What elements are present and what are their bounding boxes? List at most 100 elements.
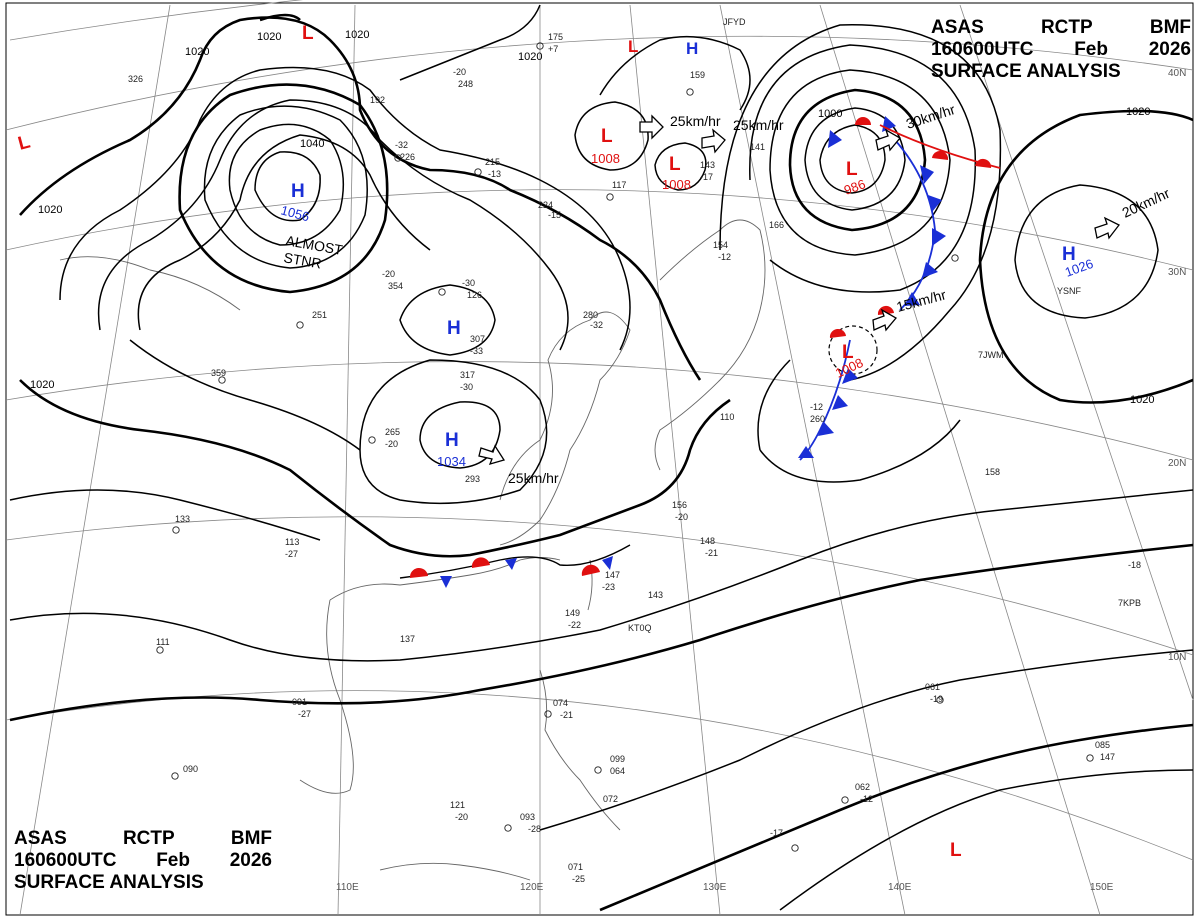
motion-arrow (701, 128, 726, 154)
station-report: 147 (1100, 752, 1115, 762)
cold-front-tooth (832, 395, 848, 410)
station-report: 090 (183, 764, 198, 774)
station-report: 147 (605, 570, 620, 580)
station-circle (544, 710, 552, 718)
station-circle (394, 154, 402, 162)
station-report: 156 (672, 500, 687, 510)
lon-label: 150E (1090, 882, 1114, 893)
longitude-labels: 110E 120E 130E 140E 150E (336, 882, 1114, 893)
station-report: -21 (560, 710, 573, 720)
station-report: -27 (285, 549, 298, 559)
header-line-2: 160600UTC Feb 2026 (931, 39, 1191, 61)
isobar-label: 1020 (30, 379, 54, 391)
high-symbol: H (445, 430, 459, 451)
low-pressure-value: 1008 (662, 177, 691, 192)
fronts (399, 116, 1001, 588)
station-report: -20 (453, 67, 466, 77)
header-title: SURFACE ANALYSIS (931, 61, 1121, 82)
low-symbol: L (950, 840, 962, 861)
low-symbol: L (302, 23, 314, 44)
low-center: L (16, 131, 33, 154)
cold-front-tooth (932, 228, 946, 246)
lon-label: 140E (888, 882, 912, 893)
high-center: H (447, 318, 461, 339)
station-report: 359 (211, 368, 226, 378)
isobar (19, 379, 731, 558)
low-center: L (302, 23, 314, 44)
lat-line (5, 516, 1194, 656)
isobar (757, 359, 961, 483)
header-top: ASAS RCTP BMF 160600UTC Feb 2026 SURFACE… (931, 17, 1191, 83)
station-report: 248 (458, 79, 473, 89)
isobar (539, 649, 1194, 831)
isobar (599, 723, 1194, 912)
coast-taiwan (587, 559, 593, 611)
station-report: 071 (568, 862, 583, 872)
motion-label: 25km/hr (508, 470, 559, 486)
station-report: 143 (700, 160, 715, 170)
cold-front-tooth (798, 446, 814, 458)
header-code: BMF (1149, 17, 1191, 38)
high-center: H (686, 39, 698, 58)
high-center: H 1056 (279, 181, 311, 224)
header-origin: RCTP (122, 828, 175, 849)
header-line-1: ASAS RCTP BMF (14, 828, 272, 850)
warm-front-bumps (829, 117, 992, 338)
high-symbol: H (1062, 244, 1076, 265)
isobar (254, 151, 321, 222)
header-month: Feb (156, 850, 190, 871)
header-month: Feb (1074, 39, 1108, 60)
station-report: 251 (312, 310, 327, 320)
high-pressure-value: 1034 (437, 454, 466, 469)
station-report: -12 (810, 402, 823, 412)
cold-front-line (894, 139, 936, 311)
station-circle (791, 844, 799, 852)
isobar-label: 1020 (38, 204, 62, 216)
header-year: 2026 (1148, 39, 1191, 60)
station-circle (368, 436, 376, 444)
warm-front-bump (471, 557, 490, 568)
station-report: -22 (568, 620, 581, 630)
station-report: 175 (548, 32, 563, 42)
station-report: -20 (455, 812, 468, 822)
station-report: 260 (810, 414, 825, 424)
high-symbol: H (447, 318, 461, 339)
isobar (228, 123, 345, 246)
low-center: L 1008 (591, 126, 620, 166)
isobar (804, 107, 906, 211)
isobar (779, 769, 1194, 911)
station-report: 293 (465, 474, 480, 484)
low-pressure-value: 986 (842, 176, 868, 198)
station-circle (172, 526, 180, 534)
station-report: -20 (382, 269, 395, 279)
motion-label: 25km/hr (733, 117, 784, 133)
isobar-label: 1020 (1126, 106, 1150, 118)
station-circle (1086, 754, 1094, 762)
header-time: 160600UTC (14, 850, 117, 871)
station-report: 166 (769, 220, 784, 230)
low-symbol: L (628, 37, 638, 56)
warm-front-bump (877, 305, 894, 315)
isobar (1014, 184, 1159, 319)
header-year: 2026 (229, 850, 272, 871)
isobar-label: 1020 (185, 46, 209, 58)
station-report: 159 (690, 70, 705, 80)
isobar-label: 1020 (518, 51, 542, 63)
high-symbol: H (686, 39, 698, 58)
station-report: -21 (705, 548, 718, 558)
lon-label: 130E (703, 882, 727, 893)
station-report: +7 (548, 44, 558, 54)
station-circle (606, 193, 614, 201)
stationary-note: STNR (282, 249, 322, 271)
header-line-3: SURFACE ANALYSIS (14, 872, 272, 894)
high-symbol: H (291, 181, 305, 202)
station-report: -30 (460, 382, 473, 392)
station-report: 110 (720, 412, 734, 422)
low-center: L 986 (842, 159, 868, 198)
isobar (178, 83, 389, 294)
lon-line (337, 4, 356, 916)
header-line-2: 160600UTC Feb 2026 (14, 850, 272, 872)
motion-arrow (639, 114, 664, 140)
station-report: -20 (385, 439, 398, 449)
